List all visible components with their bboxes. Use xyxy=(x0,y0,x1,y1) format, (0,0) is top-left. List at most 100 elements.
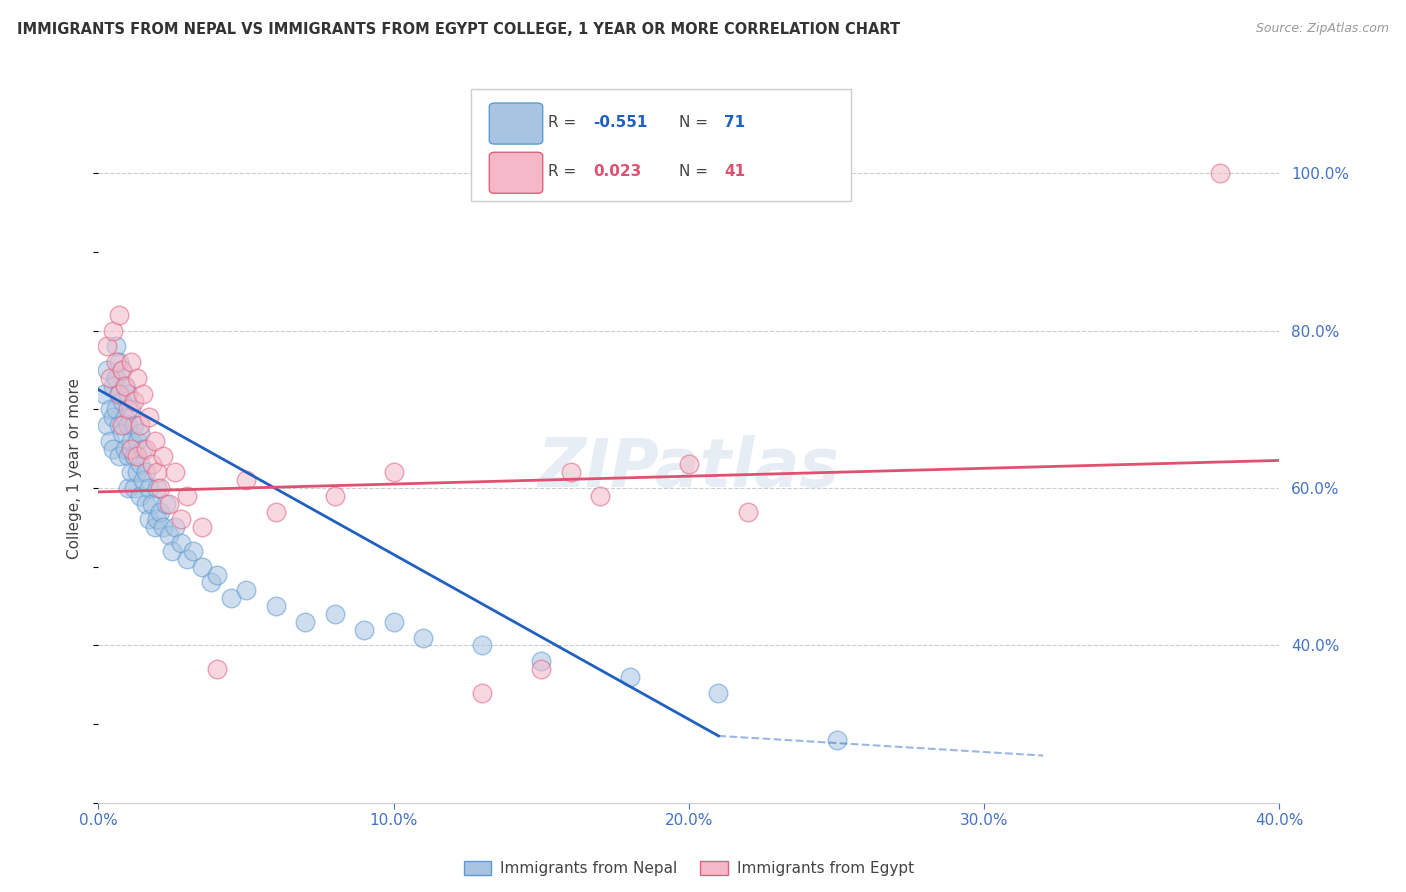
Point xyxy=(152,520,174,534)
Point xyxy=(108,450,131,464)
Point xyxy=(294,615,316,629)
Point xyxy=(120,355,142,369)
Point xyxy=(205,662,228,676)
Point xyxy=(128,458,150,472)
Point xyxy=(135,497,157,511)
Point xyxy=(165,520,187,534)
Point xyxy=(382,615,405,629)
Point xyxy=(678,458,700,472)
Point xyxy=(117,402,139,417)
Point xyxy=(353,623,375,637)
Point xyxy=(176,489,198,503)
Point xyxy=(128,425,150,440)
Point xyxy=(219,591,242,606)
Point xyxy=(176,551,198,566)
Point xyxy=(152,450,174,464)
Point xyxy=(155,497,177,511)
Point xyxy=(235,473,257,487)
Point xyxy=(98,371,121,385)
Point xyxy=(108,417,131,432)
Point xyxy=(135,442,157,456)
Point xyxy=(138,481,160,495)
Point xyxy=(471,639,494,653)
Point xyxy=(619,670,641,684)
Point xyxy=(105,402,128,417)
Text: 41: 41 xyxy=(724,164,745,179)
Y-axis label: College, 1 year or more: College, 1 year or more xyxy=(67,378,83,558)
Point xyxy=(105,355,128,369)
Point xyxy=(560,465,582,479)
Point xyxy=(98,434,121,448)
Point xyxy=(125,465,148,479)
Point xyxy=(264,505,287,519)
Point xyxy=(157,497,180,511)
Point xyxy=(471,685,494,699)
Text: N =: N = xyxy=(679,115,713,130)
Text: 0.023: 0.023 xyxy=(593,164,641,179)
Point xyxy=(103,410,125,425)
Point xyxy=(181,544,204,558)
Point xyxy=(132,473,155,487)
Point xyxy=(96,417,118,432)
Point xyxy=(108,386,131,401)
Point xyxy=(117,450,139,464)
Point xyxy=(707,685,730,699)
Point xyxy=(143,520,166,534)
Point xyxy=(323,607,346,621)
Point xyxy=(103,324,125,338)
Point xyxy=(122,417,145,432)
Point xyxy=(157,528,180,542)
Point xyxy=(122,394,145,409)
Point xyxy=(825,732,848,747)
Point xyxy=(117,386,139,401)
Point xyxy=(98,402,121,417)
Point xyxy=(122,450,145,464)
Text: Source: ZipAtlas.com: Source: ZipAtlas.com xyxy=(1256,22,1389,36)
Point xyxy=(125,371,148,385)
Point xyxy=(128,489,150,503)
Point xyxy=(141,497,163,511)
Point xyxy=(135,465,157,479)
Point xyxy=(93,386,115,401)
Point xyxy=(117,481,139,495)
Point xyxy=(114,378,136,392)
Point xyxy=(146,481,169,495)
Point xyxy=(146,512,169,526)
Point xyxy=(737,505,759,519)
Point xyxy=(114,378,136,392)
Text: IMMIGRANTS FROM NEPAL VS IMMIGRANTS FROM EGYPT COLLEGE, 1 YEAR OR MORE CORRELATI: IMMIGRANTS FROM NEPAL VS IMMIGRANTS FROM… xyxy=(17,22,900,37)
Point xyxy=(264,599,287,613)
Point xyxy=(120,402,142,417)
Point xyxy=(111,363,134,377)
Point xyxy=(530,662,553,676)
Point xyxy=(191,559,214,574)
Point xyxy=(114,410,136,425)
Legend: Immigrants from Nepal, Immigrants from Egypt: Immigrants from Nepal, Immigrants from E… xyxy=(457,855,921,882)
Point xyxy=(120,465,142,479)
Point xyxy=(138,512,160,526)
Text: R =: R = xyxy=(548,115,582,130)
Point xyxy=(589,489,612,503)
Point xyxy=(108,355,131,369)
Text: N =: N = xyxy=(679,164,713,179)
Point xyxy=(120,434,142,448)
Text: 71: 71 xyxy=(724,115,745,130)
Point xyxy=(103,442,125,456)
Point xyxy=(132,386,155,401)
Point xyxy=(128,417,150,432)
Point xyxy=(530,654,553,668)
Point xyxy=(170,536,193,550)
Point xyxy=(122,481,145,495)
Point xyxy=(143,434,166,448)
Point xyxy=(235,583,257,598)
Point xyxy=(125,450,148,464)
Point xyxy=(111,363,134,377)
Point xyxy=(200,575,222,590)
Point xyxy=(412,631,434,645)
Point xyxy=(205,567,228,582)
Point xyxy=(125,434,148,448)
Point xyxy=(96,339,118,353)
Text: -0.551: -0.551 xyxy=(593,115,648,130)
Point xyxy=(323,489,346,503)
Point xyxy=(120,442,142,456)
